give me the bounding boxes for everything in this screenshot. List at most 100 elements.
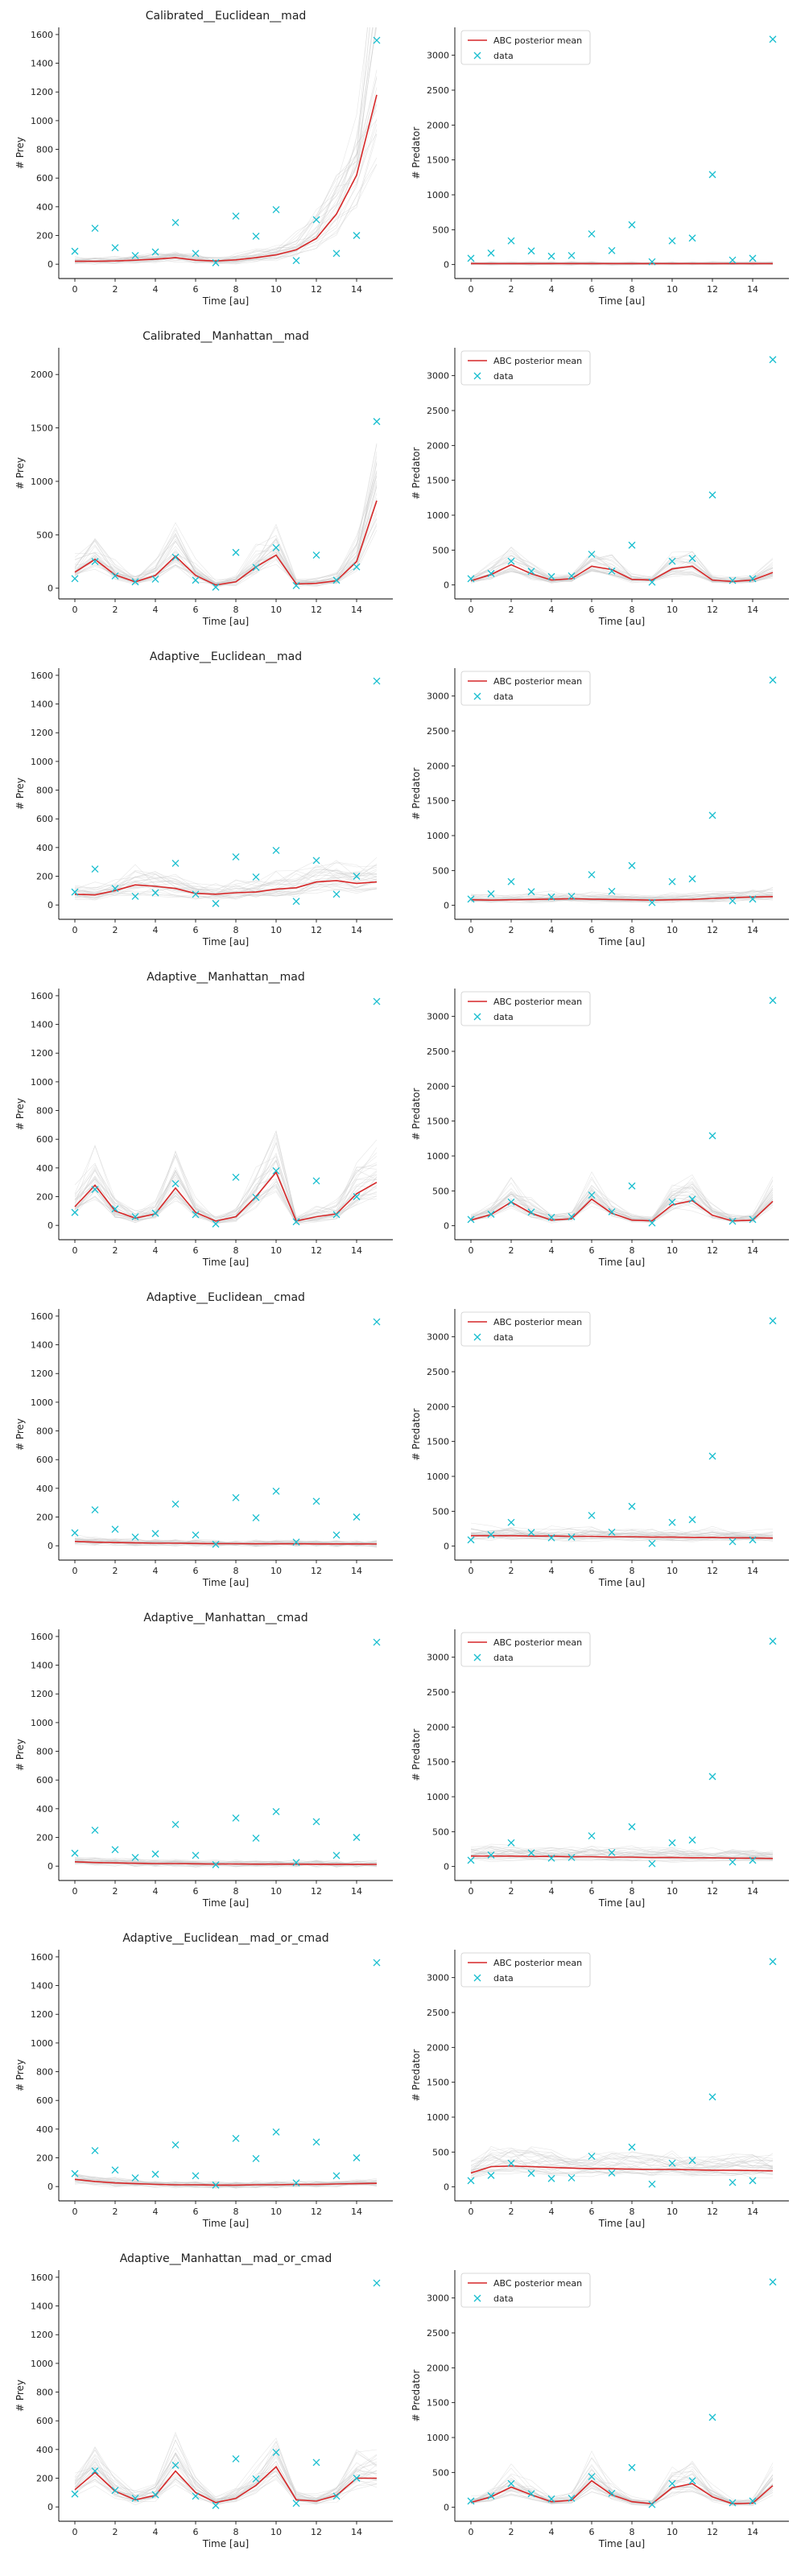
data-point <box>749 1536 757 1544</box>
y-tick-label: 2500 <box>427 85 449 96</box>
simulation-line <box>470 2484 774 2506</box>
data-point <box>467 254 475 262</box>
x-tick-label: 10 <box>270 2207 282 2217</box>
x-tick-label: 10 <box>270 284 282 295</box>
simulation-line <box>470 894 774 902</box>
y-tick-label: 500 <box>432 545 449 555</box>
data-point <box>568 251 576 259</box>
simulation-line <box>74 27 378 262</box>
data-point <box>527 247 535 255</box>
x-tick-label: 10 <box>270 2527 282 2537</box>
x-tick-label: 2 <box>509 284 514 295</box>
data-point <box>568 2494 576 2502</box>
simulation-line <box>470 1847 774 1856</box>
y-tick-label: 1000 <box>31 757 53 767</box>
data-point <box>547 572 555 580</box>
x-tick-label: 12 <box>707 605 718 615</box>
data-point <box>332 2172 341 2180</box>
data-point <box>487 249 495 257</box>
x-tick-label: 8 <box>233 1245 239 1256</box>
y-axis-label: # Predator <box>411 1408 422 1460</box>
y-tick-label: 1000 <box>427 1792 449 1802</box>
legend-data-label: data <box>493 51 514 61</box>
data-point <box>507 1839 515 1847</box>
data-point <box>71 247 79 255</box>
y-tick-label: 1500 <box>427 2398 449 2409</box>
y-tick-label: 1500 <box>427 796 449 807</box>
simulation-line <box>74 76 378 264</box>
simulation-line <box>74 1860 378 1868</box>
x-tick-label: 2 <box>509 2527 514 2537</box>
data-point <box>648 258 656 266</box>
simulation-line <box>470 1851 774 1859</box>
y-axis-label: # Prey <box>14 2059 26 2091</box>
posterior-mean-line <box>74 500 378 586</box>
data-point <box>151 2170 159 2178</box>
x-tick-label: 6 <box>589 284 595 295</box>
data-point <box>312 1177 320 1185</box>
data-point <box>568 892 576 900</box>
x-tick-label: 0 <box>469 1245 474 1256</box>
y-tick-label: 3000 <box>427 371 449 382</box>
data-point <box>547 893 555 901</box>
x-tick-label: 14 <box>351 1886 362 1897</box>
simulation-line <box>470 1190 774 1222</box>
y-axis-label: # Predator <box>411 447 422 499</box>
x-tick-label: 6 <box>193 284 199 295</box>
x-tick-label: 2 <box>113 1566 118 1576</box>
chart-title: Calibrated__Euclidean__mad <box>146 10 307 23</box>
simulation-line <box>74 1156 378 1224</box>
simulation-trajectories <box>470 1843 774 1863</box>
simulation-line <box>74 1155 378 1223</box>
simulation-line <box>74 2178 378 2188</box>
simulation-trajectories <box>74 2173 378 2189</box>
simulation-line <box>74 87 378 263</box>
x-tick-label: 8 <box>630 1245 635 1256</box>
simulation-line <box>74 120 378 264</box>
data-point <box>527 2490 535 2498</box>
simulation-line <box>74 1130 378 1220</box>
y-tick-label: 1600 <box>31 1632 53 1642</box>
x-tick-label: 8 <box>630 605 635 615</box>
x-tick-label: 4 <box>549 2527 555 2537</box>
simulation-line <box>74 2445 378 2503</box>
data-point <box>71 2490 79 2498</box>
x-axis-label: Time [au] <box>598 2218 646 2229</box>
data-point <box>212 899 220 907</box>
y-tick-label: 800 <box>36 1747 53 1757</box>
x-tick-label: 6 <box>589 605 595 615</box>
data-point <box>749 575 757 583</box>
y-axis-label: # Prey <box>14 778 26 810</box>
data-point <box>212 2501 220 2509</box>
simulation-line <box>470 1857 774 1863</box>
data-point <box>332 1852 341 1860</box>
chart-title: Adaptive__Manhattan__mad <box>147 971 304 984</box>
y-tick-label: 600 <box>36 2095 53 2106</box>
y-tick-label: 1600 <box>31 2273 53 2283</box>
y-tick-label: 400 <box>36 202 53 213</box>
data-point <box>668 237 676 245</box>
y-tick-label: 1600 <box>31 991 53 1001</box>
simulation-line <box>470 2168 774 2177</box>
simulation-trajectories <box>470 1171 774 1224</box>
legend-data-swatch <box>473 52 481 60</box>
data-point <box>171 219 180 226</box>
simulation-line <box>470 1530 774 1538</box>
data-point <box>292 1538 300 1546</box>
simulation-line <box>74 1156 378 1222</box>
simulation-line <box>470 1530 774 1539</box>
x-tick-label: 6 <box>193 1566 199 1576</box>
x-tick-label: 4 <box>153 1886 159 1897</box>
y-tick-label: 600 <box>36 814 53 824</box>
chart-title: Adaptive__Manhattan__cmad <box>143 1612 308 1624</box>
data-point <box>171 2141 180 2149</box>
y-tick-label: 0 <box>444 1862 449 1872</box>
x-tick-label: 4 <box>549 1886 555 1897</box>
x-tick-label: 8 <box>233 2527 239 2537</box>
simulation-line <box>470 1202 774 1224</box>
simulation-line <box>74 869 378 894</box>
x-axis-label: Time [au] <box>202 2218 250 2229</box>
y-tick-label: 1000 <box>31 2038 53 2049</box>
y-tick-label: 2500 <box>427 726 449 737</box>
simulation-line <box>74 869 378 897</box>
